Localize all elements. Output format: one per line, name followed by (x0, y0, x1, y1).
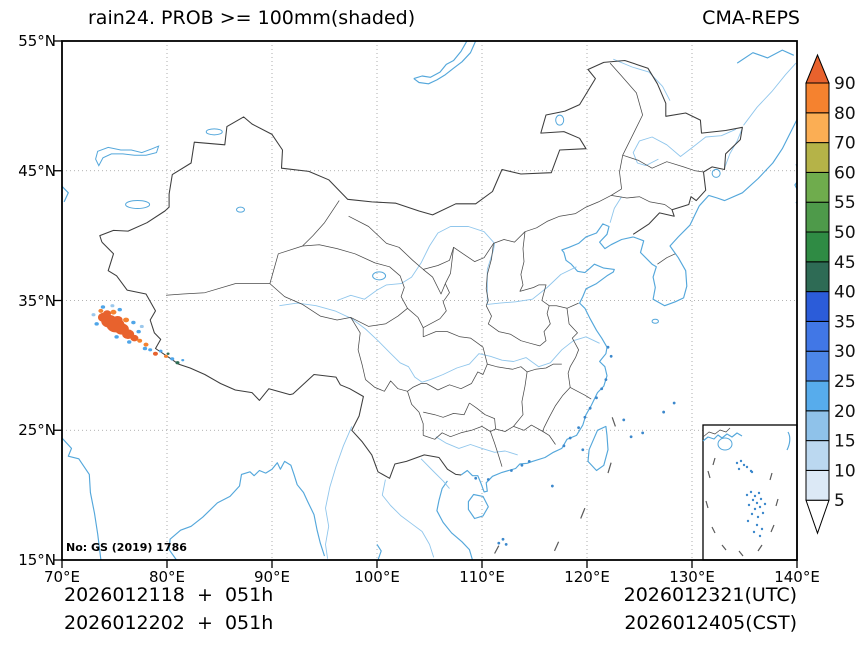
x-tick-label: 140°E (774, 568, 820, 586)
x-tick-label: 80°E (148, 568, 186, 586)
colorbar-segment (805, 469, 830, 501)
colorbar-tick-label: 15 (834, 432, 856, 452)
national-border (99, 59, 743, 479)
figure-title: rain24. PROB >= 100mm(shaded) (88, 7, 416, 29)
china-map (54, 40, 798, 568)
colorbar-segment (805, 350, 830, 382)
plot-frame (54, 40, 798, 568)
y-tick-label: 35°N (18, 291, 56, 310)
colorbar-tick-label: 55 (834, 193, 856, 213)
colorbar-segment (805, 82, 830, 114)
colorbar-tick-label: 50 (834, 223, 856, 243)
colorbar-tick-label: 40 (834, 283, 856, 303)
y-tick-label: 45°N (18, 161, 56, 180)
colorbar-tick-label: 45 (834, 253, 856, 273)
map-license-note: No: GS (2019) 1786 (66, 541, 187, 554)
x-tick-label: 90°E (253, 568, 291, 586)
colorbar-segment (805, 231, 830, 263)
colorbar-segment (805, 261, 830, 293)
colorbar-tick-label: 10 (834, 461, 856, 481)
lakes (95, 114, 721, 281)
colorbar-tick-label: 30 (834, 342, 856, 362)
colorbar-tick-label: 80 (834, 104, 856, 124)
colorbar-tick-label: 20 (834, 402, 856, 422)
colorbar-segment (805, 171, 830, 203)
model-name-label: CMA-REPS (702, 7, 800, 29)
x-tick-label: 110°E (459, 568, 505, 586)
province-borders (165, 62, 704, 467)
valid-time-cst: 2026012405(CST) (624, 612, 797, 634)
x-tick-label: 120°E (564, 568, 610, 586)
x-tick-label: 100°E (354, 568, 400, 586)
valid-time-utc: 2026012321(UTC) (623, 584, 797, 606)
colorbar-segment (805, 291, 830, 322)
nine-dash-line (494, 417, 616, 554)
colorbar-tick-label: 25 (834, 372, 856, 392)
colorbar-under-arrow (805, 499, 830, 535)
probability-colorbar: 5 10 15 20 25 30 35 40 45 50 55 60 70 80 90 (805, 53, 856, 535)
colorbar-tick-label: 35 (834, 312, 856, 332)
y-tick-label: 55°N (18, 32, 56, 50)
colorbar-segment (805, 201, 830, 233)
colorbar-segment (805, 320, 830, 352)
rivers (279, 58, 797, 559)
coastlines (62, 41, 797, 560)
x-tick-label: 70°E (43, 568, 81, 586)
colorbar-segment (805, 112, 830, 144)
colorbar-segment (805, 410, 830, 442)
colorbar-tick-label: 5 (834, 491, 845, 511)
colorbar-over-arrow (805, 53, 830, 84)
init-time-cst: 2026012202 + 051h (64, 612, 274, 634)
colorbar-segment (805, 142, 830, 173)
shaded-probability-area (91, 304, 185, 365)
south-china-sea-inset (702, 424, 798, 561)
colorbar-tick-label: 70 (834, 134, 856, 154)
y-tick-label: 25°N (18, 421, 56, 440)
colorbar-segment (805, 380, 830, 412)
x-tick-label: 130°E (669, 568, 715, 586)
colorbar-segment (805, 440, 830, 471)
island-specks (474, 345, 676, 546)
colorbar-tick-label: 60 (834, 163, 856, 183)
colorbar-tick-label: 90 (834, 74, 856, 94)
y-tick-label: 15°N (18, 551, 56, 569)
init-time-utc: 2026012118 + 051h (64, 584, 274, 606)
graticule (62, 41, 797, 560)
